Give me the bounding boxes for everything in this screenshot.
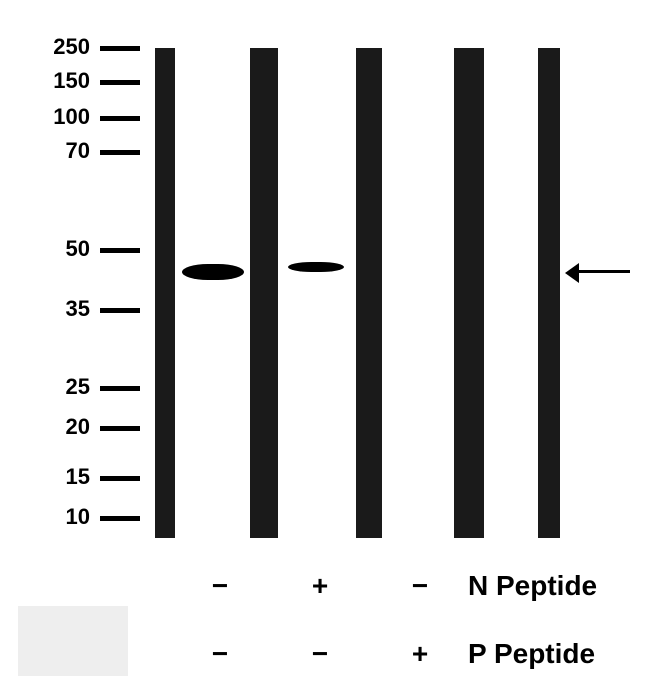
scan-artifact-patch bbox=[18, 606, 128, 676]
lane-edge-2 bbox=[356, 48, 382, 538]
lane-edge-1 bbox=[250, 48, 278, 538]
mw-tick-15 bbox=[100, 476, 140, 481]
cond-cell-r1-c2: + bbox=[400, 638, 440, 670]
mw-label-10: 10 bbox=[66, 504, 90, 530]
cond-row-label-0: N Peptide bbox=[468, 570, 597, 602]
band-lane-2 bbox=[288, 262, 344, 272]
mw-label-20: 20 bbox=[66, 414, 90, 440]
cond-cell-r1-c0: − bbox=[200, 638, 240, 670]
mw-label-150: 150 bbox=[53, 68, 90, 94]
cond-cell-r0-c2: − bbox=[400, 570, 440, 602]
cond-cell-r0-c1: + bbox=[300, 570, 340, 602]
mw-label-250: 250 bbox=[53, 34, 90, 60]
mw-tick-25 bbox=[100, 386, 140, 391]
blot-figure: 25015010070503525201510−+−N Peptide−−+P … bbox=[0, 0, 650, 696]
mw-label-100: 100 bbox=[53, 104, 90, 130]
cond-cell-r0-c0: − bbox=[200, 570, 240, 602]
lane-edge-3 bbox=[454, 48, 484, 538]
mw-label-25: 25 bbox=[66, 374, 90, 400]
mw-tick-20 bbox=[100, 426, 140, 431]
band-lane-1 bbox=[182, 264, 244, 280]
mw-tick-35 bbox=[100, 308, 140, 313]
mw-label-70: 70 bbox=[66, 138, 90, 164]
lane-edge-0 bbox=[155, 48, 175, 538]
mw-label-50: 50 bbox=[66, 236, 90, 262]
band-pointer-arrow-head bbox=[565, 263, 579, 283]
cond-cell-r1-c1: − bbox=[300, 638, 340, 670]
mw-tick-50 bbox=[100, 248, 140, 253]
mw-tick-150 bbox=[100, 80, 140, 85]
mw-tick-100 bbox=[100, 116, 140, 121]
mw-label-15: 15 bbox=[66, 464, 90, 490]
lane-edge-4 bbox=[538, 48, 560, 538]
mw-tick-250 bbox=[100, 46, 140, 51]
cond-row-label-1: P Peptide bbox=[468, 638, 595, 670]
band-pointer-arrow-shaft bbox=[575, 270, 630, 273]
mw-tick-70 bbox=[100, 150, 140, 155]
mw-tick-10 bbox=[100, 516, 140, 521]
mw-label-35: 35 bbox=[66, 296, 90, 322]
